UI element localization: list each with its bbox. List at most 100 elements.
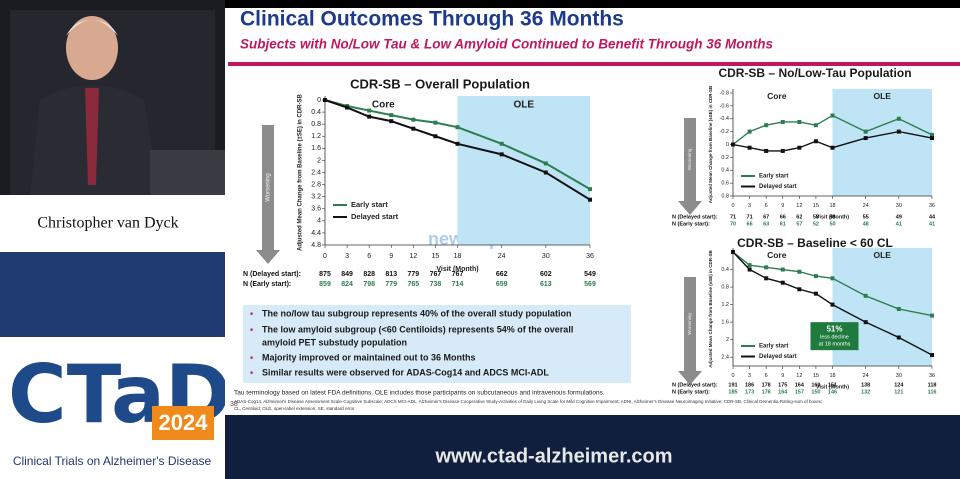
n-value: 71 (747, 214, 753, 220)
x-tick-label: 6 (765, 203, 768, 209)
x-tick-label: 24 (863, 203, 869, 209)
n-row-label: N (Early start): (672, 389, 710, 395)
series-line (324, 99, 591, 201)
x-tick-label: 9 (781, 203, 784, 209)
legend-label: Early start (351, 200, 388, 209)
data-point (389, 113, 394, 118)
blue-band (0, 252, 225, 337)
x-tick-label: 36 (929, 203, 935, 209)
data-point (797, 145, 802, 150)
series-line (732, 251, 933, 317)
bullet-list: ▪ The no/low tau subgroup represents 40% … (250, 308, 573, 377)
data-point (588, 187, 592, 192)
x-tick-label: 36 (929, 373, 935, 379)
data-point (896, 335, 901, 340)
legend-label: Early start (759, 344, 788, 350)
data-point (797, 287, 802, 292)
data-point (411, 126, 416, 131)
x-tick-label: 12 (409, 253, 417, 260)
n-value: 41 (929, 221, 935, 227)
n-value: 191 (728, 382, 737, 388)
data-point (930, 132, 934, 137)
x-axis-label: Visit (Month) (436, 266, 478, 273)
x-tick-label: 12 (796, 373, 802, 379)
x-tick-label: 6 (367, 253, 371, 260)
y-tick-label: 0.4 (721, 168, 729, 174)
bullet-text: Similar results were observed for ADAS-C… (262, 367, 549, 377)
legend-label: Delayed start (759, 184, 797, 190)
data-point (813, 274, 818, 279)
annotation-value: 51% (826, 324, 842, 333)
n-value: 613 (540, 281, 552, 288)
y-tick-label: 0.8 (721, 193, 729, 199)
n-value: 659 (496, 281, 508, 288)
x-tick-label: 30 (896, 373, 902, 379)
y-tick-label: 0.6 (721, 181, 729, 187)
data-point (930, 313, 934, 318)
data-point (323, 98, 327, 102)
legend-label: Early start (759, 174, 788, 180)
x-tick-label: 30 (542, 253, 550, 260)
x-tick-label: 9 (781, 373, 784, 379)
n-value: 62 (796, 214, 802, 220)
n-row-label: N (Early start): (243, 281, 291, 288)
period-label: OLE (874, 91, 892, 101)
data-point (830, 145, 835, 150)
legend-label: Delayed start (351, 212, 399, 221)
data-point (830, 276, 835, 281)
n-row-label: N (Delayed start): (243, 271, 301, 278)
n-value: 859 (319, 281, 331, 288)
data-point (896, 307, 901, 311)
n-row-label: N (Early start): (672, 221, 710, 227)
n-value: 116 (928, 389, 937, 395)
logo-year-box (152, 406, 214, 440)
n-value: 57 (796, 221, 802, 227)
n-value: 151 (828, 382, 837, 388)
n-value: 160 (811, 382, 820, 388)
n-value: 118 (928, 382, 937, 388)
chart-title: CDR-SB – Baseline < 60 CL (737, 236, 893, 250)
speaker-head (66, 16, 118, 80)
n-value: 66 (747, 221, 753, 227)
n-value: 602 (540, 271, 552, 278)
data-point (896, 129, 901, 134)
period-label: Core (767, 91, 787, 101)
x-tick-label: 12 (796, 203, 802, 209)
n-value: 549 (584, 271, 596, 278)
data-point (588, 197, 592, 202)
data-point (747, 145, 752, 150)
y-tick-label: 2.4 (311, 169, 321, 176)
bullet-marker: ▪ (250, 352, 253, 362)
data-point (499, 141, 504, 146)
n-value: 849 (341, 271, 353, 278)
period-label: OLE (874, 250, 892, 260)
x-tick-label: 36 (586, 253, 594, 260)
annotation-box (810, 322, 859, 351)
n-value: 138 (861, 382, 870, 388)
worsening-arrow (678, 118, 702, 215)
podium (150, 150, 225, 195)
n-value: 146 (828, 389, 837, 395)
n-value: 61 (780, 221, 786, 227)
y-tick-label: 2 (726, 337, 729, 343)
x-tick-label: 0 (731, 373, 734, 379)
data-point (813, 123, 818, 128)
period-label: OLE (513, 100, 534, 111)
data-point (747, 129, 752, 134)
n-value: 132 (861, 389, 870, 395)
y-tick-label: 1.2 (311, 133, 321, 140)
data-point (780, 119, 785, 124)
bullet-marker: ▪ (250, 367, 253, 377)
n-value: 63 (763, 221, 769, 227)
y-tick-label: -0.6 (720, 103, 729, 109)
bullet-marker: ▪ (250, 308, 253, 318)
n-value: 662 (496, 271, 508, 278)
n-value: 58 (829, 214, 835, 220)
data-point (543, 170, 548, 175)
n-value: 175 (778, 382, 787, 388)
data-point (411, 117, 416, 122)
bullet-box (243, 305, 631, 383)
n-value: 828 (363, 271, 375, 278)
n-row-label: N (Delayed start): (672, 214, 718, 220)
